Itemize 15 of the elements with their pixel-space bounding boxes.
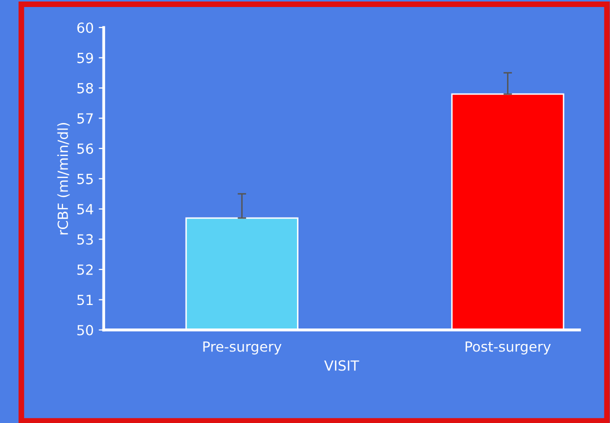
- y-tick-label: 50: [77, 324, 94, 336]
- y-tick-label: 58: [77, 82, 94, 94]
- y-tick-label: 56: [77, 143, 94, 154]
- y-tick-label: 52: [77, 264, 93, 275]
- y-axis-title: rCBF (ml/min/dl): [57, 123, 70, 234]
- y-tick-label: 55: [77, 174, 93, 184]
- y-tick-label: 53: [77, 234, 93, 245]
- y-tick-label: 54: [77, 204, 94, 214]
- y-tick-label: 59: [77, 52, 93, 64]
- y-tick-label: 51: [77, 294, 93, 306]
- y-tick-label: 60: [77, 22, 94, 33]
- y-tick-label: 57: [77, 113, 93, 124]
- x-axis-title: VISIT: [324, 360, 360, 371]
- x-tick-label: Post-surgery: [466, 341, 551, 354]
- x-tick-label: Pre-surgery: [203, 341, 282, 354]
